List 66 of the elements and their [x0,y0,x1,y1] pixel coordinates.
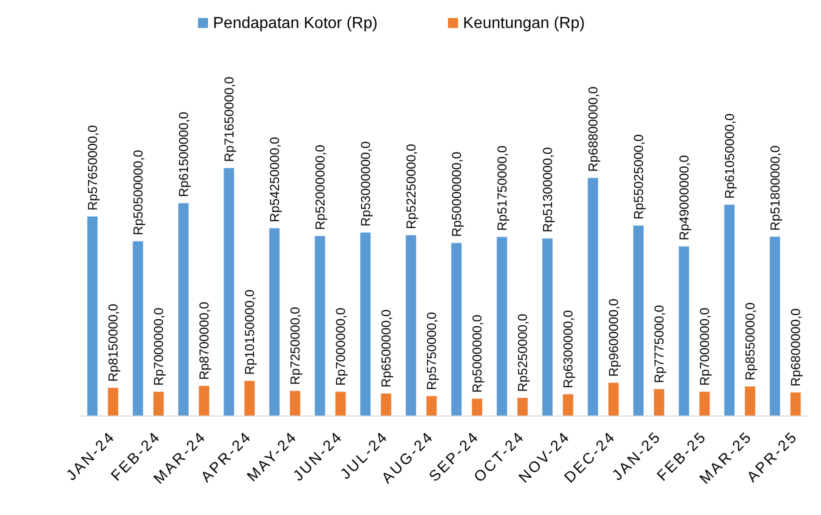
data-label: Rp9600000,0 [606,298,622,377]
data-label: Rp6500000,0 [378,309,394,388]
bar [790,392,801,416]
data-label: Rp5750000,0 [424,312,440,390]
data-label: Rp68800000,0 [585,86,600,172]
bar [608,382,619,416]
data-label: Rp50500000,0 [130,150,146,236]
bar [770,236,780,416]
bar [633,226,644,416]
data-label: Rp50000000,0 [448,152,464,237]
bar [699,392,710,416]
bar [542,238,553,416]
bar [380,394,392,416]
data-label: Rp51300000,0 [540,147,555,232]
bar [654,389,664,416]
data-label: Rp52000000,0 [312,144,328,230]
data-label: Rp7000000,0 [333,308,348,386]
bar [244,380,255,416]
data-label: Rp61050000,0 [722,113,737,199]
data-label: Rp8550000,0 [742,302,758,380]
bar [562,394,574,416]
data-label: Rp51750000,0 [494,146,510,231]
data-label: Rp54250000,0 [266,136,282,222]
data-label: Rp5000000,0 [470,314,485,393]
bar [496,236,508,416]
bar [108,388,118,416]
bar [153,392,164,416]
bar [472,398,482,416]
data-label: Rp51800000,0 [767,145,782,231]
data-label: Rp6800000,0 [788,308,804,386]
bar [678,246,690,416]
data-label: Rp52250000,0 [403,144,418,230]
bar [360,232,371,416]
bar [406,235,416,416]
data-label: Rp49000000,0 [676,155,692,240]
bar [224,168,234,416]
legend-label: Keuntungan (Rp) [463,15,585,32]
bar [87,216,98,416]
bar [132,241,144,416]
bar [744,386,756,416]
data-label: Rp5250000,0 [515,314,530,392]
data-label: Rp6300000,0 [560,310,576,388]
bar [517,398,528,416]
data-label: Rp55025000,0 [630,134,646,220]
data-label: Rp7000000,0 [151,308,166,386]
data-label: Rp8150000,0 [106,304,121,382]
data-label: Rp10150000,0 [242,290,258,375]
data-label: Rp7250000,0 [288,306,303,385]
bar [178,203,189,416]
legend-label: Pendapatan Kotor (Rp) [213,15,378,32]
bar [451,242,462,416]
bar [724,204,735,416]
data-label: Rp7000000,0 [697,308,712,386]
bar [314,236,326,416]
data-label: Rp57650000,0 [84,125,100,210]
bar [588,178,598,416]
bar [335,392,346,416]
bar [426,396,437,416]
data-label: Rp7775000,0 [652,305,667,384]
data-label: Rp71650000,0 [221,76,236,162]
data-label: Rp53000000,0 [358,141,373,227]
bar [269,228,280,416]
bar [290,390,300,416]
data-label: Rp8700000,0 [196,302,212,380]
data-label: Rp61500000,0 [176,112,191,198]
bar [198,386,210,416]
